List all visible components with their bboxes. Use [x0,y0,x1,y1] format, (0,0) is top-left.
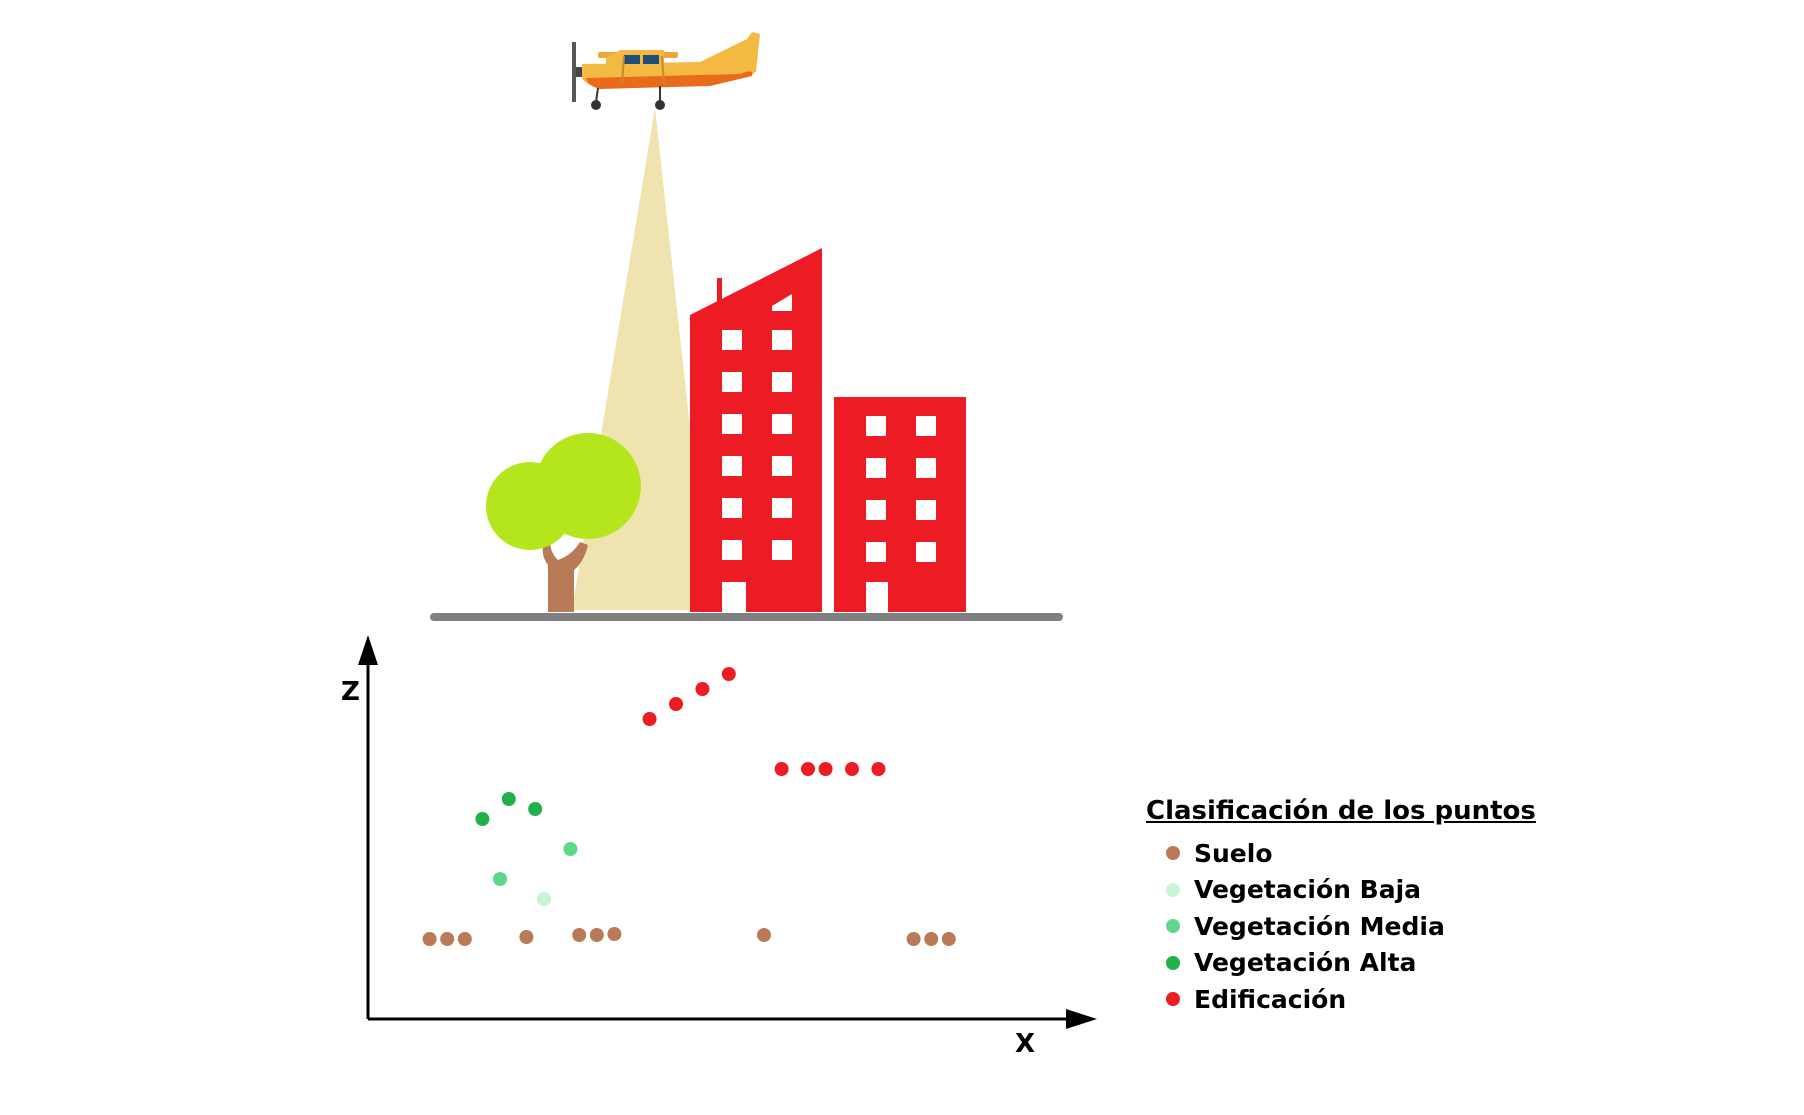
airplane-icon [572,32,760,110]
window [866,458,886,478]
point-edificacion [695,682,710,696]
point-suelo [757,928,771,942]
point-suelo [924,932,939,946]
legend-item-edificacion: Edificación [1146,981,1536,1018]
legend-dot-edificacion [1166,992,1180,1007]
point-suelo [519,930,534,944]
window [772,498,792,518]
legend-item-suelo: Suelo [1146,835,1536,872]
point-cloud [422,667,956,946]
x-axis-arrow [1066,1009,1097,1029]
antenna [717,278,722,308]
legend-label-vegetacion-alta: Vegetación Alta [1194,948,1417,978]
legend-label-suelo: Suelo [1194,838,1273,868]
window [866,416,886,436]
window [722,330,742,350]
point-edificacion [818,762,833,776]
z-axis-arrow [358,635,378,665]
point-edificacion [801,762,815,776]
window [866,500,886,520]
point-edificacion [642,712,657,726]
axes: Z X [341,635,1097,1059]
point-suelo [572,928,587,942]
legend-item-vegetacion-alta: Vegetación Alta [1146,945,1536,982]
legend-label-vegetacion-media: Vegetación Media [1194,911,1445,941]
point-vegetacion-baja [537,892,551,906]
window [722,414,742,434]
window [722,456,742,476]
point-vegetacion-alta [501,792,516,806]
window [772,540,792,560]
z-axis-label: Z [341,677,360,707]
point-edificacion [669,697,683,711]
window [722,498,742,518]
window [772,330,792,350]
legend-item-vegetacion-baja: Vegetación Baja [1146,872,1536,909]
window [772,372,792,392]
point-suelo [607,927,622,941]
door [866,582,888,612]
window [916,500,936,520]
door [722,582,746,612]
point-suelo [422,932,437,946]
point-suelo [589,928,604,942]
point-edificacion [721,667,736,681]
window [772,456,792,476]
point-suelo [906,932,921,946]
point-vegetacion-alta [475,812,490,826]
ground-line [430,613,1063,621]
window [916,542,936,562]
tall-building [690,248,822,612]
short-building [834,397,966,612]
window [916,416,936,436]
window [772,294,792,311]
x-axis-label: X [1015,1029,1035,1059]
legend: Clasificación de los puntos Suelo Vegeta… [1146,796,1536,1018]
point-vegetacion-media [563,842,578,856]
legend-label-vegetacion-baja: Vegetación Baja [1194,875,1422,905]
legend-title: Clasificación de los puntos [1146,796,1536,826]
legend-dot-vegetacion-alta [1166,955,1180,970]
legend-label-edificacion: Edificación [1194,984,1347,1014]
window [722,540,742,560]
point-vegetacion-media [493,872,507,886]
point-edificacion [871,762,886,776]
legend-dot-vegetacion-media [1166,919,1180,934]
legend-item-vegetacion-media: Vegetación Media [1146,908,1536,945]
tree-icon [486,433,641,612]
window [916,458,936,478]
point-edificacion [774,762,789,776]
legend-dot-suelo [1166,846,1180,861]
point-suelo [457,932,472,946]
point-vegetacion-alta [528,802,543,816]
legend-dot-vegetacion-baja [1166,882,1180,897]
window [866,542,886,562]
window [772,414,792,434]
point-suelo [440,932,455,946]
point-edificacion [845,762,859,776]
point-suelo [941,932,956,946]
window [722,372,742,392]
